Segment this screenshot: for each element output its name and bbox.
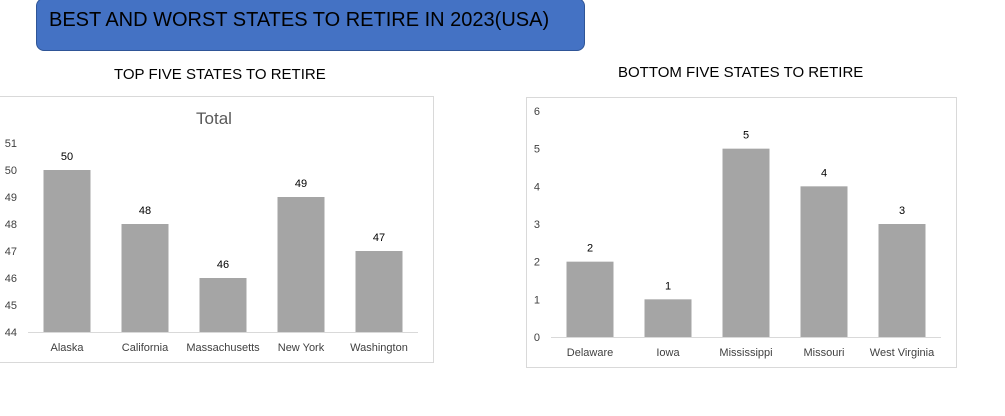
y-tick-label: 48 xyxy=(5,219,17,231)
bar-california xyxy=(122,224,169,332)
bar-mississippi xyxy=(723,149,770,337)
category-label: West Virginia xyxy=(870,347,935,359)
data-label: 50 xyxy=(61,151,73,163)
category-label: Massachusetts xyxy=(186,342,260,354)
y-tick-label: 51 xyxy=(5,138,17,150)
category-label: Alaska xyxy=(50,342,84,354)
data-label: 47 xyxy=(373,232,385,244)
data-label: 48 xyxy=(139,205,151,217)
data-label: 3 xyxy=(899,205,905,217)
y-tick-label: 6 xyxy=(534,106,540,118)
y-tick-label: 50 xyxy=(5,165,17,177)
data-label: 46 xyxy=(217,259,229,271)
y-tick-label: 4 xyxy=(534,181,540,193)
category-label: California xyxy=(122,342,169,354)
y-tick-label: 45 xyxy=(5,300,17,312)
bar-iowa xyxy=(645,299,692,337)
y-tick-label: 1 xyxy=(534,294,540,306)
category-label: Washington xyxy=(350,342,408,354)
category-label: Missouri xyxy=(804,347,845,359)
category-label: New York xyxy=(278,342,325,354)
y-tick-label: 44 xyxy=(5,327,17,339)
y-tick-label: 2 xyxy=(534,257,540,269)
chart-title: Total xyxy=(196,109,232,128)
bar-massachusetts xyxy=(200,278,247,332)
data-label: 4 xyxy=(821,167,827,179)
bar-alaska xyxy=(44,170,91,332)
data-label: 5 xyxy=(743,130,749,142)
y-tick-label: 47 xyxy=(5,246,17,258)
data-label: 1 xyxy=(665,280,671,292)
bar-west-virginia xyxy=(879,224,926,337)
category-label: Iowa xyxy=(656,347,680,359)
bar-new-york xyxy=(278,197,325,332)
bar-delaware xyxy=(567,262,614,337)
category-label: Delaware xyxy=(567,347,613,359)
data-label: 2 xyxy=(587,243,593,255)
y-tick-label: 46 xyxy=(5,273,17,285)
bar-missouri xyxy=(801,186,848,337)
y-tick-label: 3 xyxy=(534,219,540,231)
category-label: Mississippi xyxy=(719,347,772,359)
bar-washington xyxy=(356,251,403,332)
data-label: 49 xyxy=(295,178,307,190)
y-tick-label: 49 xyxy=(5,192,17,204)
y-tick-label: 5 xyxy=(534,144,540,156)
y-tick-label: 0 xyxy=(534,332,540,344)
